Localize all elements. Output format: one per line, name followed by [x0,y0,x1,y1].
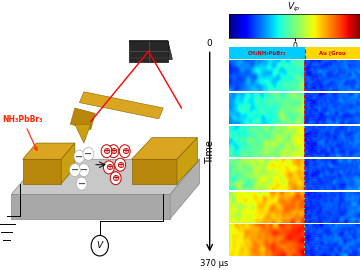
Polygon shape [170,159,199,219]
Polygon shape [70,108,95,130]
Circle shape [69,164,80,177]
Polygon shape [61,143,75,184]
Title: $V_{ip}$: $V_{ip}$ [288,0,301,14]
Circle shape [119,145,130,158]
Text: ⊕: ⊕ [103,146,111,156]
Polygon shape [75,124,91,143]
Polygon shape [177,138,197,184]
Polygon shape [131,159,177,184]
Text: −: − [75,151,84,162]
Text: 370 μs: 370 μs [200,259,228,268]
Polygon shape [23,143,75,159]
Circle shape [108,145,119,158]
Polygon shape [12,159,199,194]
Text: ⊕: ⊕ [116,160,124,170]
Text: CH₃NH₃PbBr₃: CH₃NH₃PbBr₃ [248,50,286,56]
Text: ⊕: ⊕ [121,146,129,156]
Text: −: − [80,165,88,175]
Polygon shape [12,194,170,219]
Text: ⊕: ⊕ [105,162,113,173]
Polygon shape [79,92,163,119]
Polygon shape [129,40,168,62]
Text: V: V [97,241,103,250]
Text: ⊕: ⊕ [112,173,120,183]
Text: Time: Time [205,140,215,164]
Text: NH₃PbBr₃: NH₃PbBr₃ [2,114,43,150]
Circle shape [103,161,114,174]
Polygon shape [23,159,61,184]
Circle shape [91,235,108,256]
Polygon shape [129,40,172,59]
Polygon shape [131,138,197,159]
Text: −: − [71,165,79,175]
Text: −: − [78,178,86,189]
Text: −: − [84,149,93,159]
Text: 0: 0 [206,39,212,48]
Circle shape [110,172,121,185]
Circle shape [101,145,112,158]
Bar [229,47,305,59]
Circle shape [115,158,126,171]
Circle shape [74,150,85,163]
Circle shape [83,147,94,160]
Text: ⊕: ⊕ [109,146,117,156]
Text: Au (Grou: Au (Grou [319,50,346,56]
Circle shape [78,164,89,177]
Circle shape [76,177,87,190]
Bar [305,47,360,59]
